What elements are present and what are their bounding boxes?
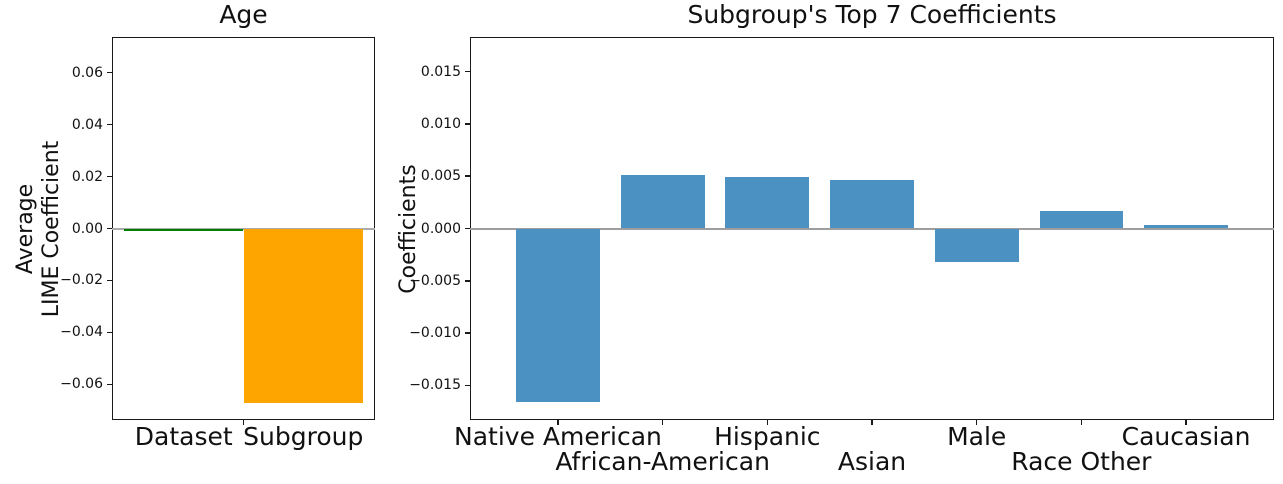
x-label-race-other: Race Other: [1011, 447, 1152, 476]
x-tick: [871, 420, 873, 425]
x-tick: [766, 420, 768, 425]
y-tick: [465, 280, 470, 282]
x-label-african-american: African-American: [555, 447, 770, 476]
y-tick-label: 0.010: [420, 115, 461, 132]
y-tick-label: 0.06: [71, 64, 103, 81]
zero-line: [470, 227, 1274, 230]
age-chart-title: Age: [219, 0, 268, 29]
y-tick-label: 0.02: [71, 168, 103, 185]
y-tick-label: 0.015: [420, 63, 461, 80]
bar-asian: [830, 180, 914, 229]
y-tick: [107, 279, 112, 282]
x-label-asian: Asian: [837, 447, 907, 476]
y-tick-label: 0.005: [420, 168, 461, 185]
bar-caucasian: [1144, 225, 1228, 229]
y-tick: [107, 331, 112, 334]
y-tick-label: −0.015: [409, 377, 461, 394]
x-tick: [242, 420, 245, 425]
x-label-dataset: Dataset: [134, 422, 233, 451]
bar-hispanic: [725, 177, 810, 229]
y-tick-label: 0.00: [71, 220, 103, 237]
x-tick: [1080, 420, 1083, 425]
y-tick: [465, 332, 470, 334]
y-tick-label: 0.000: [420, 220, 461, 237]
y-tick-label: −0.04: [60, 324, 103, 341]
bar-native-american: [516, 228, 600, 403]
bar-male: [934, 228, 1019, 262]
bar-race-other: [1039, 210, 1124, 229]
x-label-caucasian: Caucasian: [1121, 422, 1251, 451]
x-tick: [661, 420, 664, 425]
x-label-male: Male: [947, 422, 1007, 451]
bar-african-american: [620, 175, 705, 229]
y-tick: [465, 384, 470, 387]
y-tick: [465, 175, 470, 177]
y-tick-label: −0.010: [409, 325, 461, 342]
y-tick: [465, 227, 470, 230]
x-label-subgroup: Subgroup: [243, 422, 364, 451]
bar-dataset: [123, 228, 244, 232]
y-tick: [107, 227, 112, 230]
y-tick: [107, 71, 112, 74]
x-label-hispanic: Hispanic: [714, 422, 821, 451]
y-tick: [465, 123, 470, 125]
y-tick: [107, 123, 112, 126]
y-tick-label: −0.005: [409, 272, 461, 289]
x-label-native-american: Native American: [454, 422, 662, 451]
y-tick-label: −0.06: [60, 376, 103, 393]
x-tick: [975, 420, 978, 425]
y-tick: [465, 70, 470, 73]
y-tick-label: 0.04: [71, 116, 103, 133]
x-tick: [557, 420, 559, 425]
y-tick-label: −0.02: [60, 272, 103, 289]
y-tick: [107, 175, 112, 178]
subgroup-chart-title: Subgroup's Top 7 Coefficients: [687, 0, 1057, 29]
y-tick: [107, 383, 112, 386]
bar-subgroup: [243, 228, 364, 403]
x-tick: [1185, 420, 1187, 425]
